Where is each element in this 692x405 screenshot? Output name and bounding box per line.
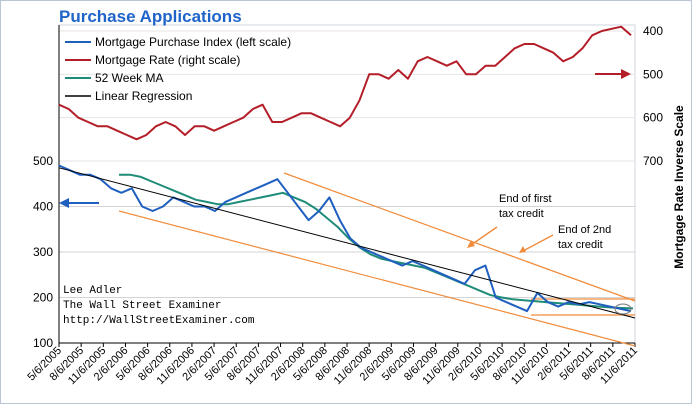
left-tick-label: 500 (33, 154, 53, 168)
legend-label-52-week-ma: 52 Week MA (95, 71, 163, 85)
left-tick-label: 200 (33, 291, 53, 305)
chart-title: Purchase Applications (59, 7, 242, 26)
right-tick-label: 500 (643, 67, 663, 81)
series-linear-regression (58, 167, 636, 319)
right-tick-label: 600 (643, 111, 663, 125)
annotation-first-tax-credit-line2: tax credit (499, 208, 544, 220)
credit-publication: The Wall Street Examiner (63, 300, 221, 312)
legend: Mortgage Purchase Index (left scale) Mor… (65, 35, 291, 103)
left-scale-arrow (59, 198, 99, 208)
legend-label-linear-regression: Linear Regression (95, 89, 192, 103)
credit-url: http://WallStreetExaminer.com (63, 315, 255, 327)
channel-upper-line (283, 172, 636, 302)
series-layer (58, 25, 636, 319)
annotation-second-tax-credit-line1: End of 2nd (558, 224, 611, 236)
tax-credit-arrow-2 (519, 234, 554, 253)
right-axis-label: Mortgage Rate Inverse Scale (672, 105, 686, 269)
left-tick-label: 400 (33, 200, 53, 214)
annotation-second-tax-credit-line2: tax credit (558, 239, 603, 251)
legend-label-mortgage-rate: Mortgage Rate (right scale) (95, 53, 240, 67)
series-mortgage-purchase-index-left-scale (58, 164, 632, 313)
right-tick-label: 700 (643, 154, 663, 168)
channel-lower-line (118, 210, 636, 347)
series-mortgage-rate-right-scale (58, 25, 632, 141)
credit-author: Lee Adler (63, 285, 122, 297)
plot-area (58, 24, 636, 344)
right-tick-label: 400 (643, 24, 663, 38)
left-axis-ticks: 100 200 300 400 500 (33, 154, 53, 350)
legend-label-purchase-index: Mortgage Purchase Index (left scale) (95, 35, 291, 49)
right-axis-ticks: 400 500 600 700 (643, 24, 663, 168)
recent-point-marker (614, 303, 632, 315)
tax-credit-arrow-1 (467, 226, 498, 248)
annotation-first-tax-credit-line1: End of first (499, 193, 552, 205)
left-tick-label: 100 (33, 336, 53, 350)
left-tick-label: 300 (33, 245, 53, 259)
right-scale-arrow (595, 69, 631, 79)
